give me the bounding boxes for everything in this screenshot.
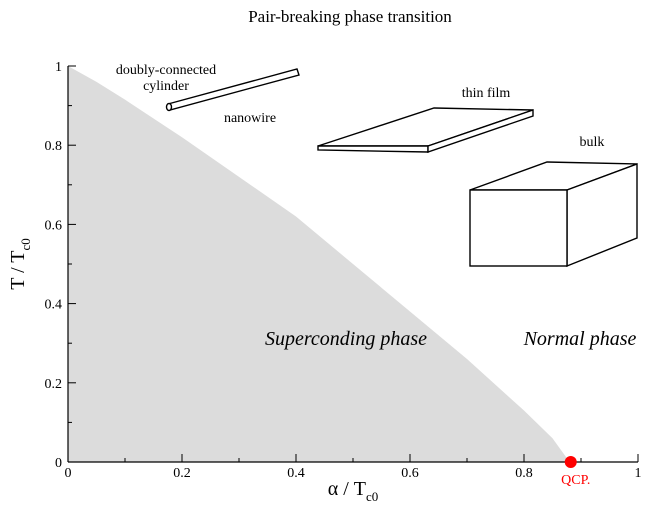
plot-area (67, 65, 639, 463)
annotation: Superconding phase (265, 328, 427, 350)
film-front (317, 145, 429, 153)
area (68, 66, 570, 462)
illustrations (165, 68, 638, 268)
y-tick-label: 0.6 (45, 218, 63, 233)
y-axis-label: T / Tc0 (7, 238, 33, 290)
annotation: nanowire (224, 111, 276, 126)
x-axis-label-main: α / T (328, 478, 366, 500)
x-tick-label: 0.2 (173, 466, 191, 481)
y-tick-label: 0.2 (45, 377, 63, 392)
cylinder-end (165, 102, 173, 112)
film-side (427, 109, 534, 153)
y-tick-label: 1 (55, 60, 62, 75)
y-tick-label: 0.4 (45, 298, 63, 313)
qcp-label: QCP. (561, 473, 590, 488)
x-tick-label: 0.8 (515, 466, 533, 481)
qcp-point (564, 456, 577, 468)
x-axis-label-sub: c0 (366, 489, 378, 504)
x-tick-label: 0.4 (287, 466, 305, 481)
y-tick-label: 0 (55, 456, 62, 471)
annotation: Normal phase (523, 328, 637, 350)
y-axis-label-main: T / T (7, 251, 29, 290)
annotation: bulk (580, 135, 605, 150)
chart-title: Pair-breaking phase transition (248, 7, 452, 26)
annotation: cylinder (143, 79, 189, 94)
x-tick-label: 1 (635, 466, 642, 481)
x-tick-label: 0 (65, 466, 72, 481)
box-front (469, 189, 568, 267)
annotation: thin film (462, 86, 511, 101)
annotation: doubly-connected (116, 63, 216, 78)
x-tick-label: 0.6 (401, 466, 419, 481)
x-axis-label: α / Tc0 (328, 478, 379, 504)
y-tick-label: 0.8 (45, 139, 63, 154)
y-axis-label-sub: c0 (18, 238, 33, 250)
